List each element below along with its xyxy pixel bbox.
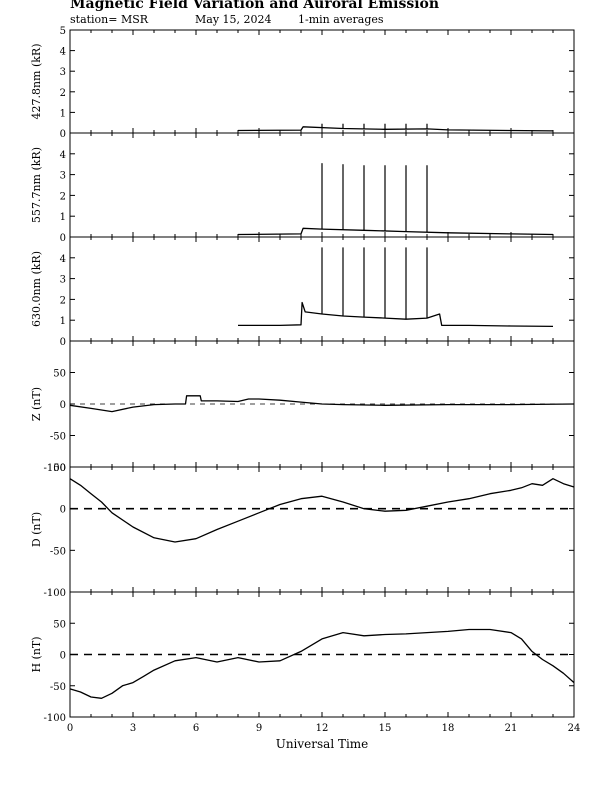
y-tick-label: 0 [60, 651, 66, 662]
x-tick-label: 9 [256, 723, 262, 734]
y-tick-label: 1 [60, 212, 66, 223]
panel-frame [69, 466, 575, 593]
series-line [238, 301, 554, 328]
y-axis-label: Z (nT) [30, 387, 43, 421]
y-tick-label: 50 [53, 619, 66, 630]
y-tick-label: 50 [53, 463, 66, 474]
y-tick-label: 0 [60, 337, 66, 348]
y-tick-label: -100 [44, 713, 66, 724]
y-tick-label: 0 [60, 233, 66, 244]
x-tick-label: 0 [67, 723, 73, 734]
series-line [69, 628, 575, 699]
y-tick-label: 2 [60, 295, 66, 306]
x-tick-label: 24 [568, 723, 581, 734]
y-tick-label: 0 [60, 400, 66, 411]
y-axis-label: D (nT) [30, 512, 43, 547]
series-line [237, 227, 554, 236]
y-tick-label: 1 [60, 108, 66, 119]
series-line [237, 126, 554, 132]
y-tick-label: -50 [50, 682, 66, 693]
y-axis-label: 427.8nm (kR) [30, 43, 43, 119]
date-label: May 15, 2024 [195, 13, 272, 26]
x-tick-label: 18 [442, 723, 455, 734]
y-tick-label: 4 [60, 150, 66, 161]
station-label: station= MSR [70, 13, 149, 26]
x-tick-label: 21 [505, 723, 518, 734]
x-axis-label: Universal Time [276, 737, 369, 751]
y-axis-label: 630.0nm (kR) [30, 251, 43, 327]
y-tick-label: -100 [44, 463, 66, 474]
y-tick-label: 3 [60, 67, 66, 78]
y-tick-label: 3 [60, 275, 66, 286]
series-line [69, 395, 575, 413]
y-tick-label: 5 [60, 26, 66, 37]
y-tick-label: 4 [60, 47, 66, 58]
y-tick-label: 2 [60, 191, 66, 202]
x-tick-label: 3 [130, 723, 136, 734]
chart-title: Magnetic Field Variation and Auroral Emi… [70, 0, 440, 12]
y-tick-label: 3 [60, 171, 66, 182]
averaging-label: 1-min averages [298, 13, 384, 26]
panel-frame [69, 29, 575, 134]
x-tick-label: 12 [316, 723, 329, 734]
x-tick-label: 6 [193, 723, 199, 734]
y-tick-label: 0 [60, 505, 66, 516]
y-axis-label: H (nT) [30, 636, 43, 672]
y-tick-label: -50 [50, 546, 66, 557]
y-tick-label: 1 [60, 316, 66, 327]
x-tick-label: 15 [379, 723, 392, 734]
y-tick-label: -100 [44, 588, 66, 599]
series-line [69, 478, 575, 543]
y-tick-label: 4 [60, 254, 66, 265]
y-tick-label: 2 [60, 88, 66, 99]
y-tick-label: -50 [50, 432, 66, 443]
y-axis-label: 557.7nm (kR) [30, 147, 43, 223]
y-tick-label: 50 [53, 369, 66, 380]
y-tick-label: 0 [60, 129, 66, 140]
